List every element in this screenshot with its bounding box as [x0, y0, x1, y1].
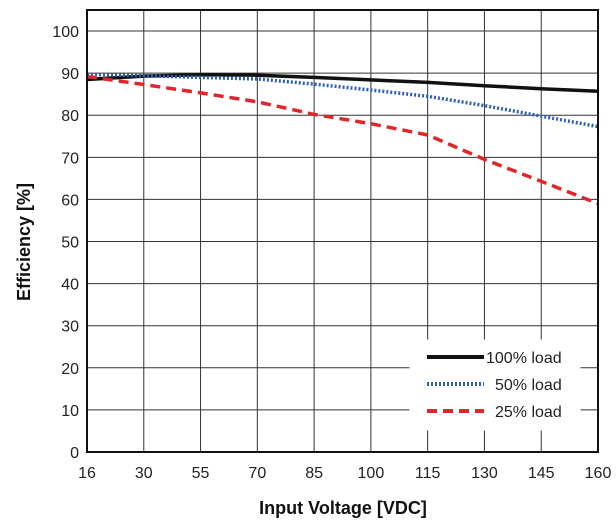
y-tick-label: 90	[61, 66, 79, 83]
x-tick-labels: 16 30 55 70 85 100 115 130 145 160	[78, 465, 611, 482]
y-tick-labels: 0 10 20 30 40 50 60 70 80 90 100	[52, 24, 79, 462]
legend-label-100: 100% load	[486, 350, 562, 367]
y-tick-label: 10	[61, 403, 79, 420]
y-tick-label: 100	[52, 24, 79, 41]
y-tick-label: 0	[70, 445, 79, 462]
y-tick-label: 40	[61, 277, 79, 294]
x-tick-label: 16	[78, 465, 96, 482]
legend-label-25: 25% load	[495, 404, 562, 421]
series-line-25-load	[86, 74, 599, 206]
x-tick-label: 55	[192, 465, 210, 482]
series-line-50-load	[86, 72, 599, 129]
x-tick-label: 85	[305, 465, 323, 482]
x-tick-label: 145	[528, 465, 555, 482]
series-lines	[86, 72, 599, 206]
x-tick-label: 100	[358, 465, 385, 482]
x-tick-label: 130	[471, 465, 498, 482]
y-tick-label: 80	[61, 108, 79, 125]
y-tick-label: 50	[61, 235, 79, 252]
x-tick-label: 30	[135, 465, 153, 482]
x-axis-label: Input Voltage [VDC]	[259, 498, 427, 518]
x-tick-label: 160	[585, 465, 612, 482]
y-axis-label: Efficiency [%]	[14, 183, 34, 301]
y-tick-label: 20	[61, 361, 79, 378]
plot-frame	[86, 9, 599, 453]
x-tick-label: 70	[248, 465, 266, 482]
y-tick-label: 30	[61, 319, 79, 336]
y-tick-label: 70	[61, 150, 79, 167]
legend: 100% load 50% load 25% load	[409, 339, 581, 431]
legend-label-50: 50% load	[495, 377, 562, 394]
x-tick-label: 115	[415, 465, 441, 482]
y-tick-label: 60	[61, 192, 79, 209]
